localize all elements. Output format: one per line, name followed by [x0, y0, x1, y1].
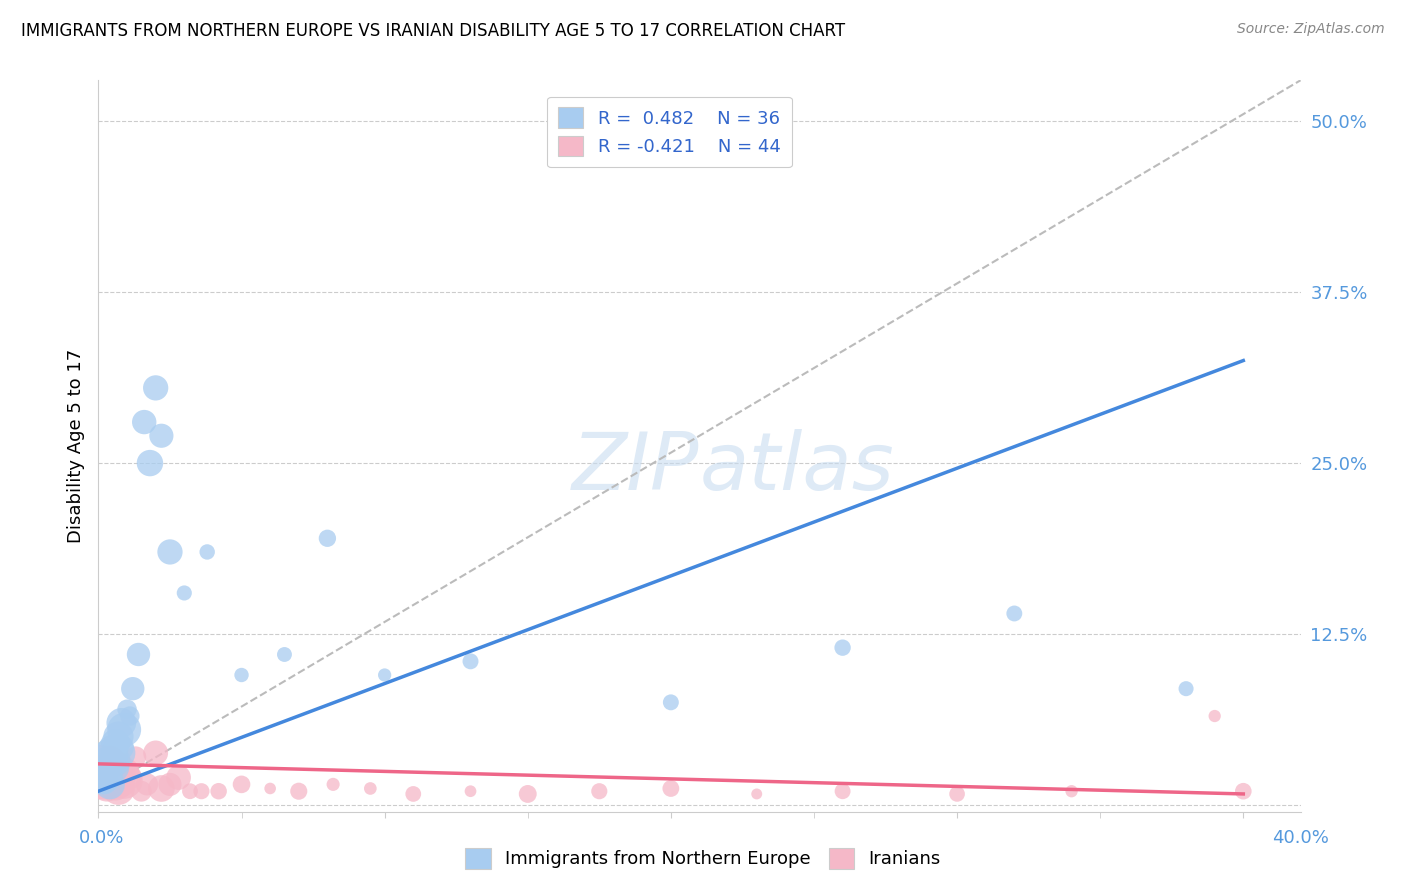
Point [118, 771, 141, 785]
Point [101, 773, 124, 788]
Point [831, 784, 853, 798]
Point [150, 429, 173, 443]
Point [93, 764, 115, 778]
Point [259, 781, 281, 796]
Point [179, 784, 201, 798]
Point [139, 456, 162, 470]
Point [1002, 607, 1025, 621]
Point [93, 773, 115, 788]
Point [1175, 681, 1198, 696]
Point [104, 764, 127, 778]
Point [96, 768, 118, 782]
Point [104, 754, 127, 768]
Point [107, 781, 129, 796]
Point [1060, 784, 1083, 798]
Point [96, 777, 118, 791]
Point [101, 759, 124, 773]
Point [946, 787, 969, 801]
Point [831, 640, 853, 655]
Point [118, 709, 141, 723]
Point [110, 740, 132, 755]
Point [374, 668, 396, 682]
Point [90, 756, 112, 771]
Point [96, 764, 118, 778]
Text: IMMIGRANTS FROM NORTHERN EUROPE VS IRANIAN DISABILITY AGE 5 TO 17 CORRELATION CH: IMMIGRANTS FROM NORTHERN EUROPE VS IRANI… [21, 22, 845, 40]
Point [124, 750, 146, 764]
Point [96, 756, 118, 771]
Point [159, 777, 181, 791]
Point [104, 777, 127, 791]
Point [195, 545, 218, 559]
Point [167, 771, 190, 785]
Point [145, 381, 167, 395]
Point [516, 787, 538, 801]
Point [93, 759, 115, 773]
Point [101, 768, 124, 782]
Point [136, 777, 159, 791]
Point [588, 784, 610, 798]
Point [359, 781, 381, 796]
Point [745, 787, 768, 801]
Point [107, 746, 129, 760]
Point [90, 771, 112, 785]
Point [322, 777, 344, 791]
Text: atlas: atlas [699, 429, 894, 507]
Point [101, 743, 124, 757]
Point [115, 702, 138, 716]
Y-axis label: Disability Age 5 to 17: Disability Age 5 to 17 [66, 349, 84, 543]
Point [90, 771, 112, 785]
Point [112, 723, 135, 737]
Legend: R =  0.482    N = 36, R = -0.421    N = 44: R = 0.482 N = 36, R = -0.421 N = 44 [547, 96, 792, 167]
Legend: Immigrants from Northern Europe, Iranians: Immigrants from Northern Europe, Iranian… [458, 840, 948, 876]
Point [273, 648, 295, 662]
Point [150, 781, 173, 796]
Point [134, 415, 156, 429]
Point [190, 784, 212, 798]
Point [98, 771, 121, 785]
Point [128, 648, 150, 662]
Point [112, 773, 135, 788]
Point [287, 784, 309, 798]
Point [208, 784, 231, 798]
Text: ZIP: ZIP [572, 429, 699, 507]
Text: 0.0%: 0.0% [79, 829, 124, 847]
Point [460, 784, 482, 798]
Point [121, 681, 143, 696]
Point [98, 750, 121, 764]
Text: Source: ZipAtlas.com: Source: ZipAtlas.com [1237, 22, 1385, 37]
Point [98, 777, 121, 791]
Point [460, 654, 482, 668]
Point [1204, 709, 1226, 723]
Point [173, 586, 195, 600]
Point [131, 784, 153, 798]
Point [231, 668, 253, 682]
Point [107, 730, 129, 744]
Point [107, 771, 129, 785]
Point [659, 781, 682, 796]
Point [110, 715, 132, 730]
Point [159, 545, 181, 559]
Point [231, 777, 253, 791]
Text: 40.0%: 40.0% [1272, 829, 1329, 847]
Point [104, 736, 127, 750]
Point [1232, 784, 1254, 798]
Point [115, 764, 138, 778]
Point [145, 746, 167, 760]
Point [316, 531, 339, 545]
Point [93, 773, 115, 788]
Point [98, 754, 121, 768]
Point [110, 777, 132, 791]
Point [402, 787, 425, 801]
Point [659, 695, 682, 709]
